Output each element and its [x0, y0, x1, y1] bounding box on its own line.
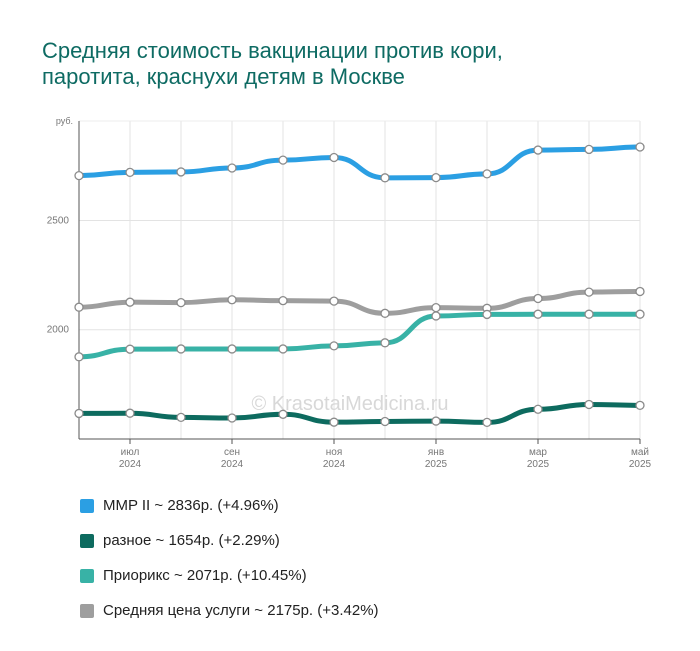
- data-point-mmp-ii: [533, 145, 543, 155]
- series-line-приорикс: [76, 311, 643, 360]
- legend-item-raznoe[interactable]: разное ~ 1654р. (+2.29%): [80, 523, 379, 558]
- data-point-средняя-цена-услуги: [329, 296, 339, 306]
- legend-swatch: [80, 568, 94, 583]
- data-point-приорикс: [74, 352, 84, 362]
- x-tick-label-year: 2024: [119, 459, 142, 470]
- data-point-mmp-ii: [278, 155, 288, 165]
- data-point-mmp-ii: [329, 152, 339, 163]
- legend-item-mmp[interactable]: MMP II ~ 2836р. (+4.96%): [80, 488, 379, 523]
- data-point-средняя-цена-услуги: [584, 287, 594, 297]
- data-point-разное: [329, 417, 339, 427]
- data-point-средняя-цена-услуги: [227, 295, 237, 305]
- data-point-средняя-цена-услуги: [635, 286, 645, 297]
- legend-item-priorix[interactable]: Приорикс ~ 2071р. (+10.45%): [80, 558, 379, 593]
- data-point-приорикс: [635, 309, 645, 319]
- data-point-разное: [176, 412, 186, 423]
- x-tick-label-month: сен: [224, 447, 240, 458]
- chart-title-line-1: Средняя стоимость вакцинации против кори…: [42, 38, 503, 63]
- data-point-средняя-цена-услуги: [176, 297, 186, 308]
- data-point-mmp-ii: [176, 167, 186, 177]
- data-point-приорикс: [278, 344, 288, 354]
- data-point-разное: [431, 416, 441, 426]
- data-point-mmp-ii: [635, 142, 645, 152]
- data-point-разное: [278, 409, 288, 419]
- legend-swatch: [80, 533, 94, 548]
- grid: [78, 120, 641, 439]
- data-point-приорикс: [380, 338, 390, 348]
- legend-item-average[interactable]: Средняя цена услуги ~ 2175р. (+3.42%): [80, 593, 379, 628]
- legend-swatch: [80, 498, 94, 513]
- legend-label: MMP II ~ 2836р. (+4.96%): [103, 497, 279, 514]
- legend-label: Приорикс ~ 2071р. (+10.45%): [103, 567, 307, 584]
- data-point-приорикс: [176, 344, 186, 354]
- data-point-разное: [227, 413, 237, 423]
- data-point-разное: [533, 404, 543, 414]
- x-tick-label-year: 2024: [221, 459, 244, 470]
- x-tick-label-month: янв: [428, 447, 444, 458]
- axes: руб.20002500июл2024сен2024ноя2024янв2025…: [47, 116, 652, 470]
- data-point-mmp-ii: [227, 163, 237, 173]
- legend-swatch: [80, 603, 94, 618]
- series-line-средняя-цена-услуги: [76, 288, 643, 316]
- y-axis-unit-label: руб.: [56, 116, 73, 126]
- x-tick-label-year: 2024: [323, 459, 346, 470]
- data-point-mmp-ii: [584, 144, 594, 155]
- data-point-mmp-ii: [125, 167, 135, 178]
- series-line-mmp-ii: [76, 144, 643, 181]
- data-point-средняя-цена-услуги: [278, 296, 288, 306]
- x-tick-label-month: мар: [529, 447, 547, 458]
- x-tick-label-year: 2025: [425, 459, 448, 470]
- line-chart: © KrasotaiMedicina.ru руб.20002500июл202…: [47, 116, 652, 470]
- chart-title: Средняя стоимость вакцинации против кори…: [42, 38, 662, 90]
- data-point-приорикс: [329, 341, 339, 351]
- data-point-разное: [380, 416, 390, 427]
- data-point-средняя-цена-услуги: [380, 308, 390, 318]
- data-point-приорикс: [584, 309, 594, 319]
- data-point-средняя-цена-услуги: [74, 302, 84, 312]
- y-tick-label: 2500: [47, 215, 70, 226]
- data-point-приорикс: [482, 309, 492, 320]
- data-point-приорикс: [125, 344, 135, 354]
- legend: MMP II ~ 2836р. (+4.96%) разное ~ 1654р.…: [80, 488, 379, 628]
- data-point-средняя-цена-услуги: [431, 302, 441, 313]
- data-point-приорикс: [227, 344, 237, 354]
- x-tick-label-year: 2025: [527, 459, 550, 470]
- x-tick-label-month: июл: [121, 447, 140, 458]
- data-point-приорикс: [431, 311, 441, 321]
- data-point-разное: [482, 417, 492, 428]
- series-lines: [76, 144, 643, 425]
- watermark: © KrasotaiMedicina.ru: [251, 393, 448, 415]
- data-point-разное: [125, 408, 135, 418]
- data-point-разное: [584, 399, 594, 410]
- data-point-разное: [635, 400, 645, 410]
- chart-title-line-2: паротита, краснухи детям в Москве: [42, 64, 405, 89]
- data-point-mmp-ii: [74, 170, 84, 181]
- data-point-средняя-цена-услуги: [125, 297, 135, 307]
- data-point-mmp-ii: [431, 172, 441, 183]
- data-point-mmp-ii: [482, 169, 492, 179]
- data-point-mmp-ii: [380, 173, 390, 183]
- x-tick-label-month: май: [631, 447, 649, 458]
- data-points: [74, 142, 645, 428]
- x-tick-label-month: ноя: [326, 447, 343, 458]
- legend-label: разное ~ 1654р. (+2.29%): [103, 532, 280, 549]
- x-tick-label-year: 2025: [629, 459, 652, 470]
- data-point-приорикс: [533, 309, 543, 319]
- y-tick-label: 2000: [47, 325, 70, 336]
- data-point-средняя-цена-услуги: [533, 293, 543, 304]
- data-point-разное: [74, 408, 84, 419]
- legend-label: Средняя цена услуги ~ 2175р. (+3.42%): [103, 602, 379, 619]
